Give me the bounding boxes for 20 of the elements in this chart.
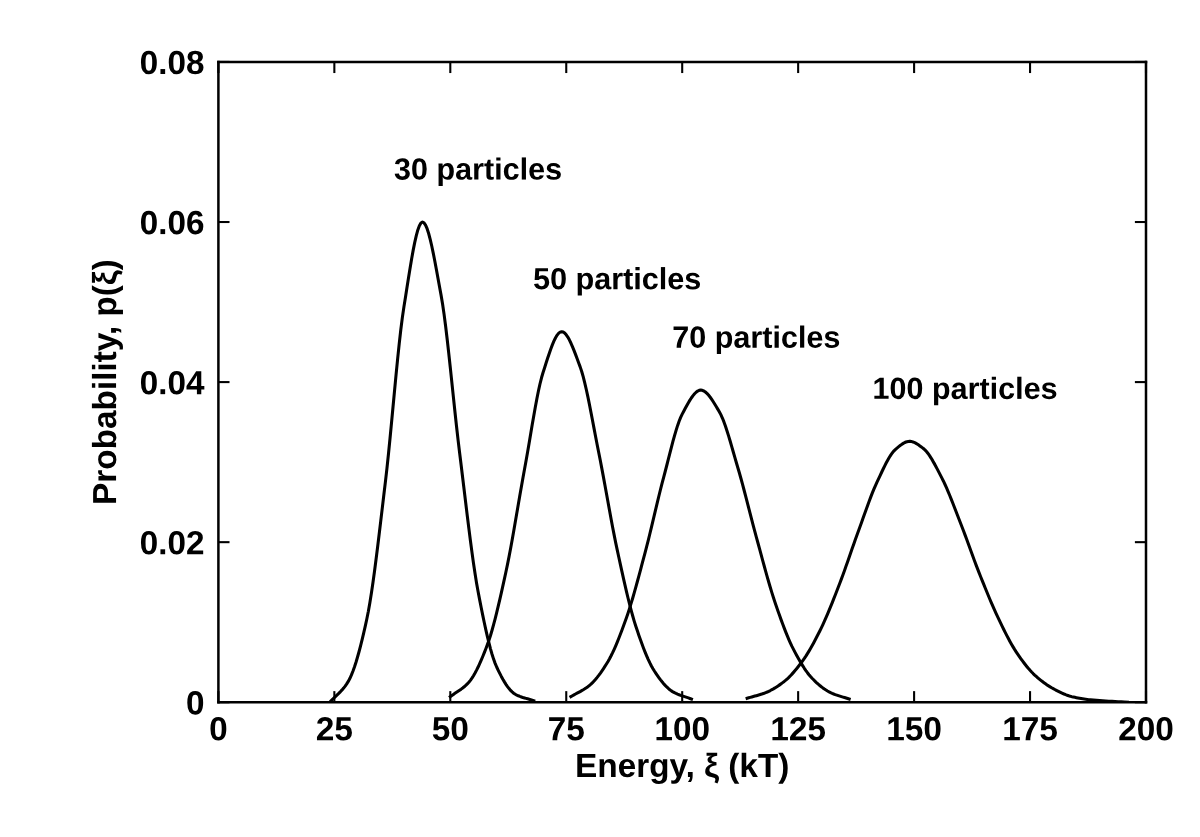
x-tick-label: 25 [316,717,352,741]
x-tick-label: 175 [1004,717,1057,741]
x-tick-label: 50 [432,717,468,741]
y-tick-label: 0.04 [140,370,205,395]
y-axis-title: Probability, p(ξ) [91,260,123,503]
series-label: 50 particles [534,267,700,296]
x-tick-label: 75 [549,717,584,741]
x-tick-label: 200 [1119,717,1173,741]
series-label: 70 particles [673,325,840,354]
x-tick-label: 125 [772,717,826,741]
y-tick-label: 0.08 [140,50,204,75]
x-tick-label: 100 [656,717,709,741]
y-tick-label: 0 [187,691,204,715]
y-tick-label: 0.06 [140,210,204,235]
y-tick-label: 0.02 [140,530,204,555]
x-tick-label: 150 [888,717,941,741]
series-label: 100 particles [874,376,1057,406]
series-label: 30 particles [394,157,561,186]
x-axis-title: Energy, ξ (kT) [577,752,788,784]
x-tick-label: 0 [210,717,227,741]
